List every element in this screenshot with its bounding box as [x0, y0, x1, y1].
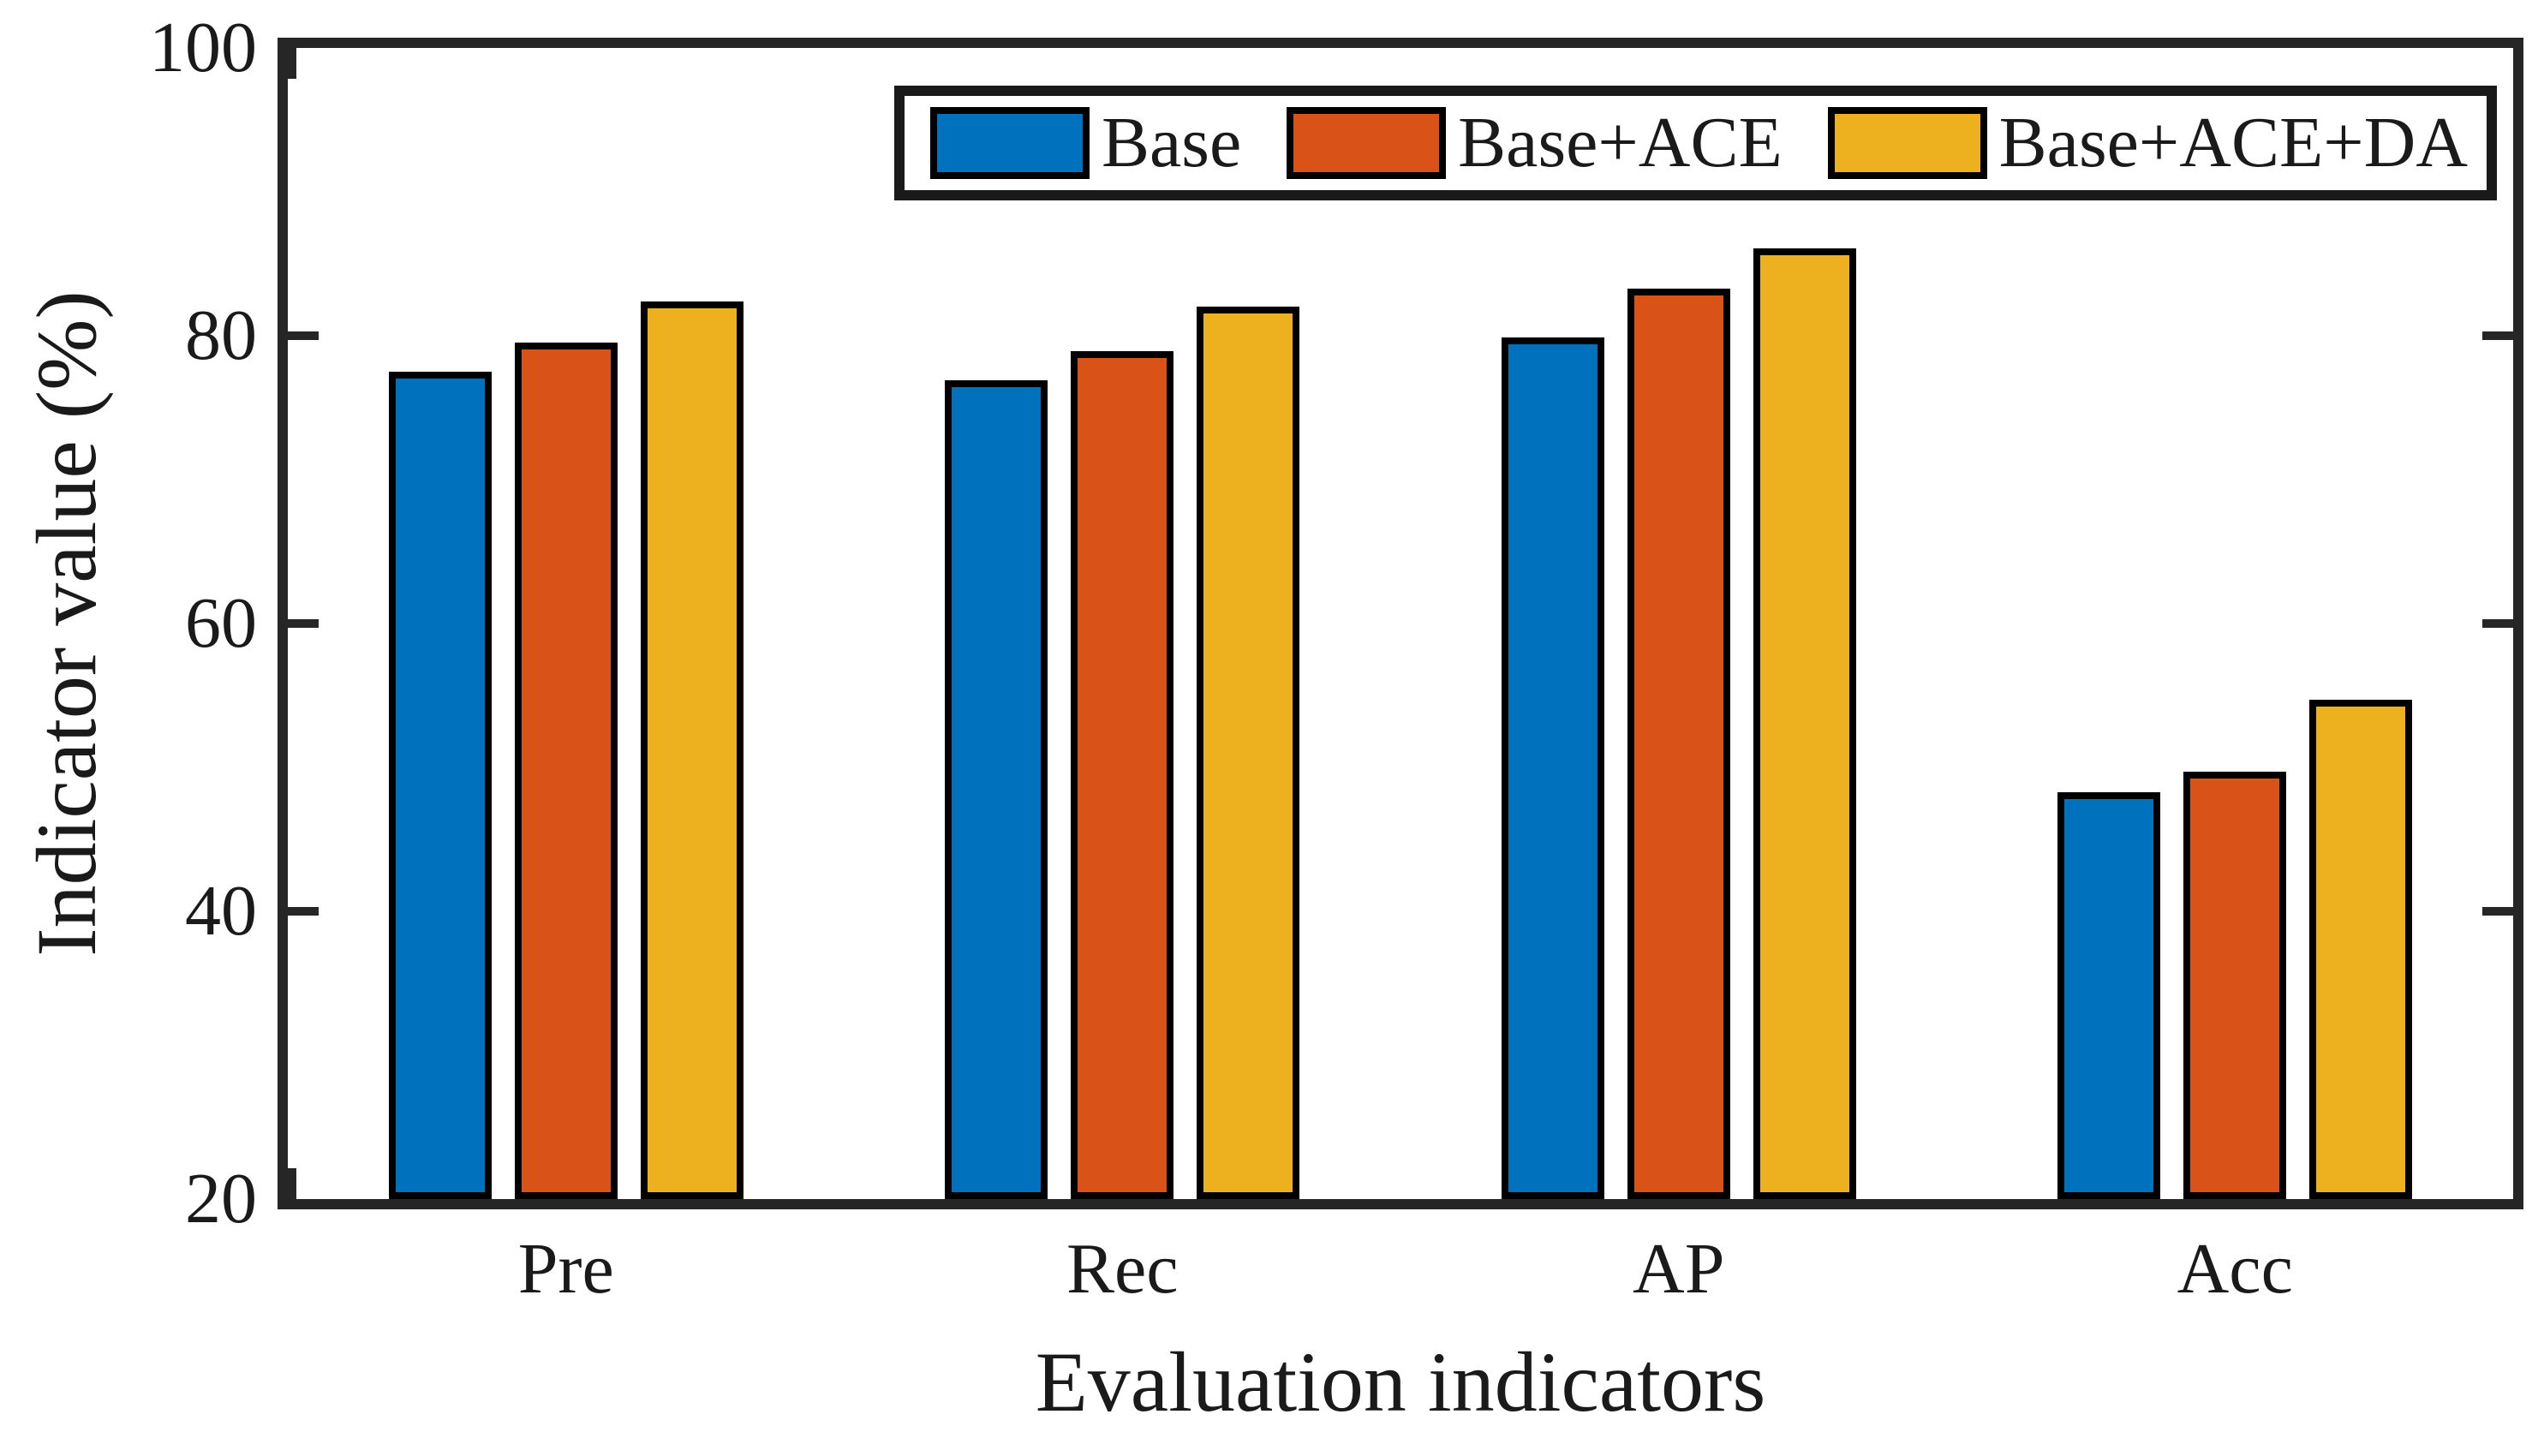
bar-base-ace-acc: [2183, 772, 2287, 1199]
tick-y-left-40: [288, 907, 319, 916]
ytick-label-40: 40: [185, 871, 257, 951]
ytick-label-20: 20: [185, 1159, 257, 1238]
tick-y-left-60: [288, 619, 319, 628]
legend-label: Base+ACE: [1458, 103, 1783, 182]
bar-base-ace-rec: [1071, 351, 1174, 1199]
bar-base-ace-ap: [1627, 288, 1730, 1199]
tick-y-right-40: [2482, 907, 2513, 916]
bar-base-ace-da-acc: [2309, 700, 2413, 1199]
bar-base-ace-da-ap: [1753, 248, 1856, 1199]
bar-base-ap: [1501, 337, 1604, 1199]
bar-base-ace-pre: [514, 343, 618, 1199]
legend: Base Base+ACE Base+ACE+DA: [894, 86, 2497, 200]
ytick-label-100: 100: [149, 8, 257, 87]
xtick-label-rec: Rec: [1066, 1229, 1179, 1309]
xtick-label-pre: Pre: [517, 1229, 614, 1309]
tick-x-top-acc: [288, 48, 296, 79]
plot-area: [278, 38, 2523, 1209]
tick-y-right-80: [2482, 331, 2513, 340]
bar-base-pre: [388, 372, 492, 1199]
x-axis-label: Evaluation indicators: [1035, 1334, 1766, 1429]
xtick-label-ap: AP: [1633, 1229, 1725, 1309]
ytick-label-80: 80: [185, 295, 257, 375]
legend-swatch-base-ace: [1287, 107, 1447, 179]
xtick-label-acc: Acc: [2177, 1229, 2293, 1309]
legend-label: Base: [1102, 103, 1242, 182]
legend-item-base-ace: Base+ACE: [1287, 100, 1783, 186]
tick-y-left-80: [288, 331, 319, 340]
legend-item-base: Base: [930, 100, 1241, 186]
ytick-label-60: 60: [185, 583, 257, 663]
tick-y-right-60: [2482, 619, 2513, 628]
y-axis-label: Indicator value (%): [19, 290, 114, 957]
legend-swatch-base-ace-da: [1827, 107, 1987, 179]
bar-base-ace-da-rec: [1197, 307, 1300, 1199]
tick-x-bottom-acc: [288, 1168, 296, 1199]
bar-base-acc: [2057, 791, 2161, 1199]
bar-base-rec: [945, 380, 1048, 1199]
legend-swatch-base: [930, 107, 1090, 179]
legend-label: Base+ACE+DA: [1998, 103, 2468, 182]
legend-item-base-ace-da: Base+ACE+DA: [1827, 100, 2468, 186]
bar-base-ace-da-pre: [640, 301, 743, 1199]
